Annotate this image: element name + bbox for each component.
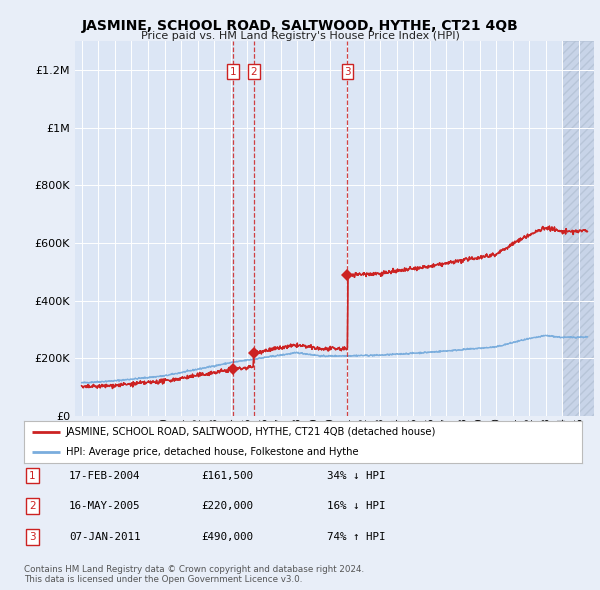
- Text: 34% ↓ HPI: 34% ↓ HPI: [327, 471, 386, 480]
- Text: 3: 3: [344, 67, 351, 77]
- Text: 2: 2: [29, 502, 36, 511]
- Text: 3: 3: [29, 532, 36, 542]
- Text: JASMINE, SCHOOL ROAD, SALTWOOD, HYTHE, CT21 4QB (detached house): JASMINE, SCHOOL ROAD, SALTWOOD, HYTHE, C…: [66, 427, 436, 437]
- Text: 2: 2: [250, 67, 257, 77]
- Text: 1: 1: [29, 471, 36, 480]
- Bar: [562, 41, 600, 416]
- Text: £220,000: £220,000: [201, 502, 253, 511]
- Text: 1: 1: [230, 67, 236, 77]
- Text: HPI: Average price, detached house, Folkestone and Hythe: HPI: Average price, detached house, Folk…: [66, 447, 358, 457]
- Text: 17-FEB-2004: 17-FEB-2004: [69, 471, 140, 480]
- Text: 16% ↓ HPI: 16% ↓ HPI: [327, 502, 386, 511]
- Text: 07-JAN-2011: 07-JAN-2011: [69, 532, 140, 542]
- Text: Price paid vs. HM Land Registry's House Price Index (HPI): Price paid vs. HM Land Registry's House …: [140, 31, 460, 41]
- Text: Contains HM Land Registry data © Crown copyright and database right 2024.: Contains HM Land Registry data © Crown c…: [24, 565, 364, 574]
- Text: This data is licensed under the Open Government Licence v3.0.: This data is licensed under the Open Gov…: [24, 575, 302, 584]
- Text: 74% ↑ HPI: 74% ↑ HPI: [327, 532, 386, 542]
- Text: £490,000: £490,000: [201, 532, 253, 542]
- Bar: [562, 41, 600, 416]
- Text: £161,500: £161,500: [201, 471, 253, 480]
- Text: JASMINE, SCHOOL ROAD, SALTWOOD, HYTHE, CT21 4QB: JASMINE, SCHOOL ROAD, SALTWOOD, HYTHE, C…: [82, 19, 518, 33]
- Text: 16-MAY-2005: 16-MAY-2005: [69, 502, 140, 511]
